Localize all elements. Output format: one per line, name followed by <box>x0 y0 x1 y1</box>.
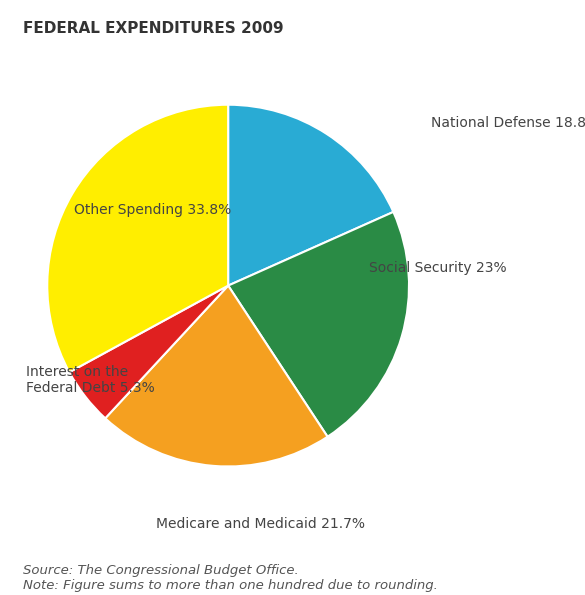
Text: Interest on the
Federal Debt 5.3%: Interest on the Federal Debt 5.3% <box>26 365 154 394</box>
Text: National Defense 18.8%: National Defense 18.8% <box>431 116 585 130</box>
Text: Other Spending 33.8%: Other Spending 33.8% <box>74 203 232 217</box>
Text: Source: The Congressional Budget Office.
Note: Figure sums to more than one hund: Source: The Congressional Budget Office.… <box>23 564 438 592</box>
Text: Social Security 23%: Social Security 23% <box>369 261 507 274</box>
Wedge shape <box>228 212 409 437</box>
Text: FEDERAL EXPENDITURES 2009: FEDERAL EXPENDITURES 2009 <box>23 21 284 36</box>
Text: Medicare and Medicaid 21.7%: Medicare and Medicaid 21.7% <box>156 517 365 531</box>
Wedge shape <box>228 105 393 286</box>
Wedge shape <box>105 286 328 466</box>
Wedge shape <box>70 286 228 418</box>
Wedge shape <box>47 105 228 372</box>
